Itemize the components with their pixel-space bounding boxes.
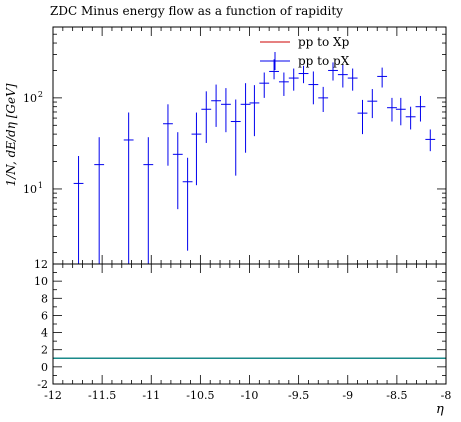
x-tick-label: -11.5 bbox=[88, 389, 116, 402]
y-tick-label-main: 10 bbox=[23, 183, 37, 196]
data-point bbox=[172, 132, 183, 210]
data-point bbox=[415, 95, 426, 122]
ratio-panel-frame bbox=[52, 263, 447, 385]
data-point bbox=[328, 62, 338, 81]
x-tick-label: -9 bbox=[342, 389, 353, 402]
y-tick-label-main-exponent: 1 bbox=[38, 181, 43, 190]
main-panel-ticks bbox=[52, 26, 447, 264]
data-point bbox=[143, 137, 154, 264]
data-point bbox=[73, 156, 84, 264]
data-point bbox=[191, 112, 202, 186]
x-tick-label: -9.5 bbox=[288, 389, 309, 402]
x-tick-label: -10 bbox=[241, 389, 259, 402]
data-point bbox=[357, 99, 368, 135]
data-point bbox=[377, 67, 388, 88]
x-tick-label: -8 bbox=[441, 389, 452, 402]
data-point bbox=[367, 89, 378, 119]
y-tick-label-ratio: 10 bbox=[34, 275, 48, 288]
data-point bbox=[94, 137, 105, 264]
data-point bbox=[425, 129, 436, 152]
y-tick-label-main-exponent: 2 bbox=[38, 90, 43, 99]
data-point bbox=[240, 83, 251, 153]
legend-label: pp to Xp bbox=[298, 35, 350, 49]
data-point bbox=[230, 99, 241, 176]
legend-item: pp to pX bbox=[260, 52, 350, 70]
x-axis-label: η bbox=[436, 402, 444, 417]
data-point bbox=[288, 68, 299, 91]
data-point bbox=[405, 106, 416, 130]
y-tick-label-ratio: 6 bbox=[41, 309, 48, 322]
data-point bbox=[221, 88, 231, 133]
data-point bbox=[201, 91, 212, 143]
x-tick-label: -12 bbox=[44, 389, 62, 402]
data-point bbox=[337, 64, 348, 88]
data-point bbox=[278, 72, 289, 96]
y-tick-label-ratio: -2 bbox=[37, 378, 48, 391]
data-point bbox=[347, 68, 358, 91]
data-point bbox=[269, 59, 279, 80]
data-point bbox=[163, 104, 173, 166]
y-tick-label-ratio: 12 bbox=[34, 258, 48, 271]
x-tick-label: -11 bbox=[142, 389, 160, 402]
data-point bbox=[259, 72, 270, 98]
legend-item: pp to Xp bbox=[260, 35, 350, 49]
data-point bbox=[249, 85, 260, 137]
data-point bbox=[211, 84, 222, 127]
y-tick-label-ratio: 0 bbox=[41, 361, 48, 374]
x-tick-label: -8.5 bbox=[386, 389, 407, 402]
y-tick-label-main: 10 bbox=[23, 92, 37, 105]
x-tick-label: -10.5 bbox=[186, 389, 214, 402]
data-point bbox=[318, 86, 329, 112]
data-point bbox=[123, 112, 134, 264]
tick-labels: -12 -11.5 -11 -10.5 -10 -9.5 -9 -8.5 -810 110 2-20… bbox=[23, 90, 451, 402]
main-panel-data bbox=[73, 59, 436, 264]
chart-title: ZDC Minus energy flow as a function of r… bbox=[50, 4, 343, 18]
y-tick-label-ratio: 8 bbox=[41, 292, 48, 305]
legend: pp to Xp pp to pX bbox=[260, 35, 350, 70]
main-panel-frame bbox=[52, 26, 447, 265]
data-point bbox=[298, 65, 309, 84]
data-point bbox=[308, 71, 319, 105]
ratio-panel-ticks bbox=[52, 263, 447, 385]
y-tick-label-ratio: 2 bbox=[41, 344, 48, 357]
data-point bbox=[387, 97, 397, 122]
data-point bbox=[182, 157, 193, 251]
y-tick-label-ratio: 4 bbox=[41, 327, 48, 340]
legend-label: pp to pX bbox=[298, 54, 350, 68]
data-point bbox=[395, 97, 406, 126]
